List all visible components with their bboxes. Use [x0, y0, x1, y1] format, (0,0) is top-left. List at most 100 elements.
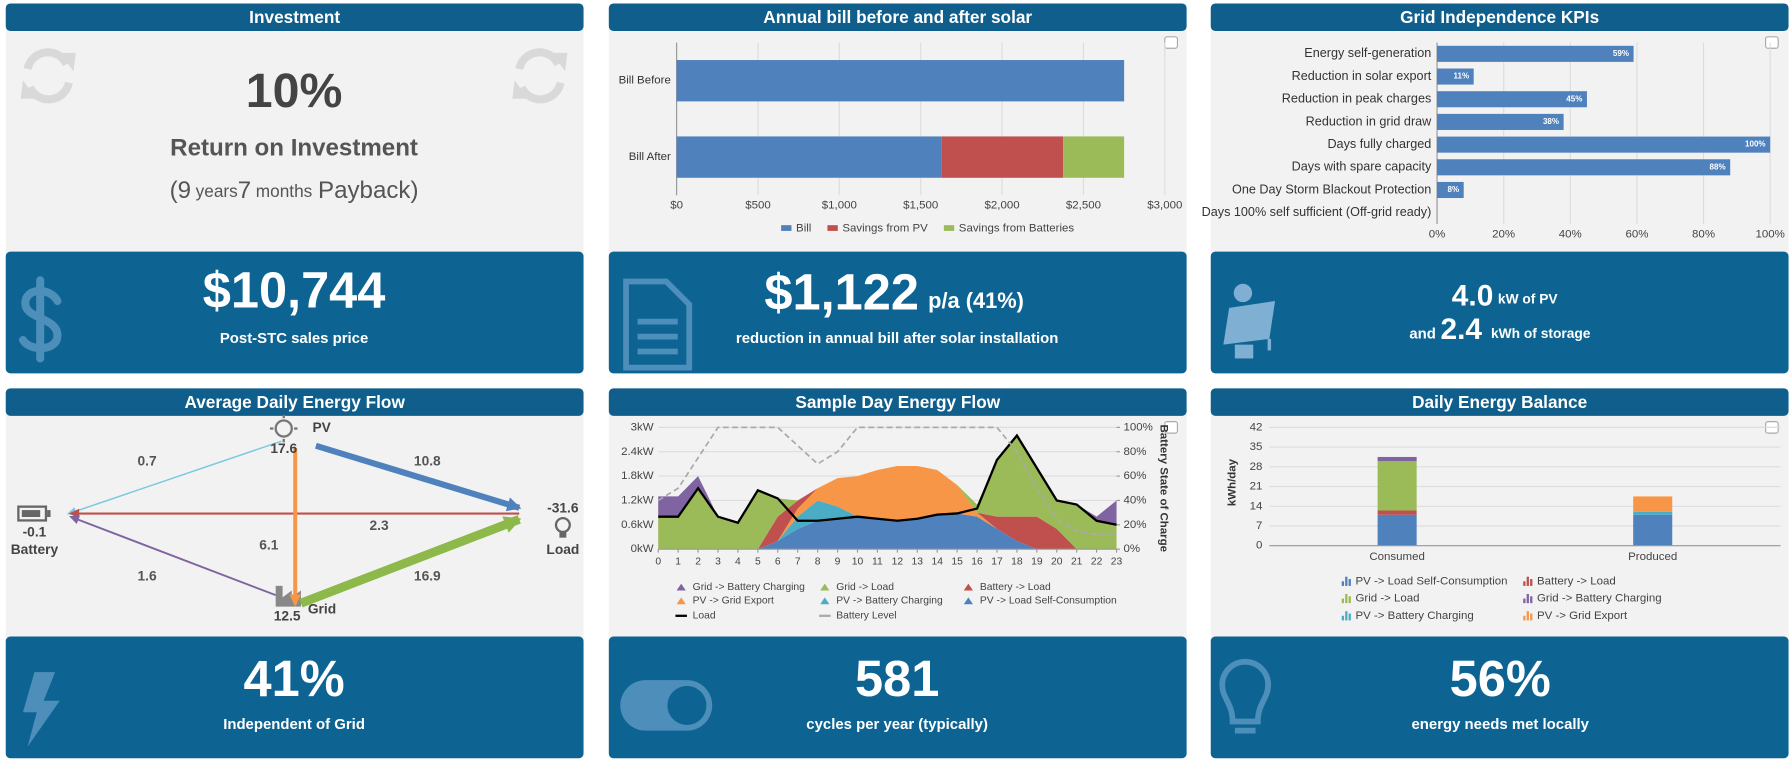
- x-tick-label: 0: [655, 557, 661, 568]
- x-tick-label: 0%: [1429, 228, 1446, 240]
- y-tick-label: 1.8kW: [621, 470, 654, 482]
- x-tick-label: 20%: [1492, 228, 1515, 240]
- legend-swatch: [1530, 579, 1533, 586]
- bar-segment: [1633, 514, 1673, 546]
- legend-swatch: [943, 225, 955, 231]
- legend-swatch: [963, 583, 973, 591]
- x-tick-label: $3,000: [1147, 200, 1182, 212]
- x-tick-label: 3: [715, 557, 721, 568]
- legend-label: PV -> Battery Charging: [836, 596, 943, 607]
- panel-footer: [1210, 251, 1789, 374]
- legend-swatch: [827, 225, 838, 231]
- node-value: -0.1: [23, 525, 47, 540]
- x-tick-label: 40%: [1559, 228, 1582, 240]
- download-icon: [1765, 36, 1779, 49]
- panel-header: [608, 388, 1187, 416]
- x-tick-label: 8: [815, 557, 821, 568]
- x-tick-label: 1: [675, 557, 681, 568]
- bar: [1437, 159, 1731, 176]
- bar: [1437, 181, 1464, 199]
- area: [658, 513, 1117, 550]
- flow-value: 1.6: [137, 568, 156, 583]
- legend-label: Load: [693, 611, 716, 622]
- legend-swatch: [1526, 611, 1529, 621]
- roi-label: Return on Investment: [170, 135, 418, 162]
- flow-edge: [315, 442, 521, 511]
- legend-swatch: [1345, 576, 1348, 586]
- y2-axis-title: Battery State of Charge: [1158, 425, 1170, 552]
- bar: [1437, 136, 1771, 153]
- arrow-head: [502, 516, 522, 533]
- flow-edge: [70, 516, 277, 596]
- node-label: Load: [546, 542, 579, 557]
- panel-footer: [608, 636, 1187, 759]
- bar-segment: [1633, 496, 1673, 512]
- legend-swatch: [1341, 581, 1344, 586]
- legend-swatch: [1530, 596, 1533, 604]
- x-tick-label: 6: [775, 557, 781, 568]
- toggle-icon: [620, 680, 713, 731]
- legend-swatch: [676, 583, 686, 591]
- panel-footer: [5, 636, 584, 759]
- legend-swatch: [1526, 593, 1529, 604]
- x-tick-label: $1,500: [903, 200, 938, 212]
- x-tick-label: 19: [1031, 557, 1043, 568]
- roi-value: 10%: [246, 64, 343, 118]
- value-label: 11%: [1453, 72, 1469, 81]
- legend-label: PV -> Load Self-Consumption: [1355, 575, 1507, 587]
- legend-label: Battery -> Load: [980, 582, 1051, 593]
- x-tick-label: 23: [1111, 557, 1123, 568]
- bar: [1437, 68, 1474, 85]
- panel-header: [608, 3, 1187, 32]
- panel-footer: [608, 251, 1187, 374]
- flow-icons: [17, 414, 571, 607]
- payback-part: 9: [178, 177, 191, 204]
- x-tick-label: $2,000: [985, 200, 1020, 212]
- bar-segment: [941, 136, 1064, 178]
- bar-segment: [1377, 514, 1417, 546]
- saving-suffix: p/a (41%): [928, 288, 1024, 313]
- flow-edge: [299, 515, 521, 608]
- legend-label: Grid -> Battery Charging: [1537, 593, 1662, 605]
- legend-label: PV -> Grid Export: [693, 596, 774, 607]
- refresh-icon: [23, 48, 565, 104]
- value-label: 38%: [1543, 117, 1559, 126]
- legend-label: Savings from PV: [842, 223, 928, 235]
- arrow-head: [289, 594, 302, 607]
- legend-swatch: [1348, 596, 1351, 604]
- x-tick-label: 2: [695, 557, 701, 568]
- lightning-icon: [22, 672, 60, 747]
- legend-label: PV -> Load Self-Consumption: [980, 596, 1117, 607]
- panel-header: [1210, 3, 1789, 32]
- legend-swatch: [1523, 615, 1526, 621]
- y-tick-label: 0: [1256, 540, 1262, 552]
- value-label: 59%: [1613, 49, 1629, 58]
- y-tick-label: 7: [1256, 520, 1262, 532]
- category-label: Energy self-generation: [1304, 46, 1431, 60]
- category-label: Days 100% self sufficient (Off-grid read…: [1202, 205, 1432, 219]
- legend-swatch: [820, 597, 830, 605]
- pv-value: 4.0: [1452, 279, 1494, 312]
- y-tick-label: 42: [1250, 421, 1263, 433]
- footer-label: energy needs met locally: [1411, 716, 1589, 733]
- refresh-arrows: [20, 52, 568, 99]
- x-tick-label: 10: [852, 557, 864, 568]
- bar-segment: [1377, 456, 1417, 462]
- y2-tick-label: 40%: [1123, 494, 1146, 506]
- storage-unit: kWh of storage: [1491, 326, 1591, 341]
- panel-title: Average Daily Energy Flow: [184, 392, 405, 412]
- legend-swatch: [676, 597, 686, 605]
- storage-value: 2.4: [1440, 313, 1482, 346]
- category-label: One Day Storm Blackout Protection: [1232, 182, 1431, 196]
- download-icon: [1164, 36, 1179, 49]
- payback-part: years: [196, 180, 238, 200]
- footer-value: 56%: [1450, 650, 1551, 707]
- y-axis-title: kWh/day: [1227, 458, 1239, 506]
- x-tick-label: Produced: [1628, 551, 1677, 563]
- arrow-head: [69, 515, 80, 524]
- legend-label: Battery -> Load: [1537, 575, 1616, 587]
- bulb-icon: [1219, 658, 1272, 734]
- and-text: and: [1409, 325, 1436, 342]
- payback-part: 7: [238, 177, 251, 204]
